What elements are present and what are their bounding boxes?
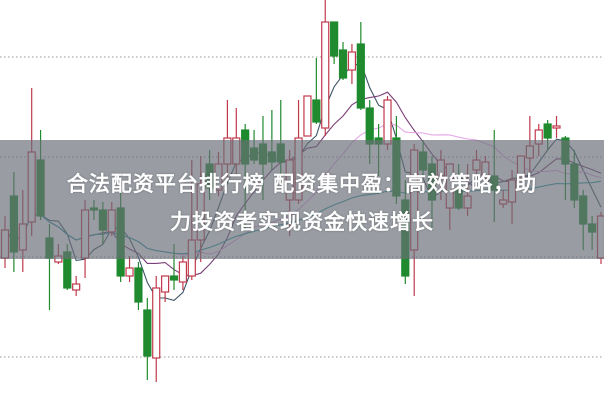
candle-down (169, 275, 179, 281)
headline-line-1: 合法配资平台排行榜 配资集中盈：高效策略，助 (66, 172, 538, 196)
candle-up (321, 21, 330, 129)
candle-up (383, 99, 392, 145)
headline-overlay (0, 140, 604, 259)
candle-up (152, 287, 161, 359)
headline-line-2: 力投资者实现资金快速增长 (170, 210, 434, 234)
candle-down (134, 267, 143, 303)
candle-up (178, 261, 188, 283)
candle-up (72, 283, 81, 291)
candle-down (312, 99, 321, 123)
candle-down (143, 309, 152, 357)
candle-up (552, 125, 561, 129)
candle-down (338, 49, 348, 79)
candle-up (161, 275, 170, 293)
candle-down (543, 123, 552, 139)
candle-up (125, 267, 134, 277)
candle-down (356, 43, 365, 109)
candle-down (365, 107, 374, 145)
candle-up (347, 51, 357, 71)
candle-up (303, 95, 312, 137)
candle-down (330, 21, 339, 57)
